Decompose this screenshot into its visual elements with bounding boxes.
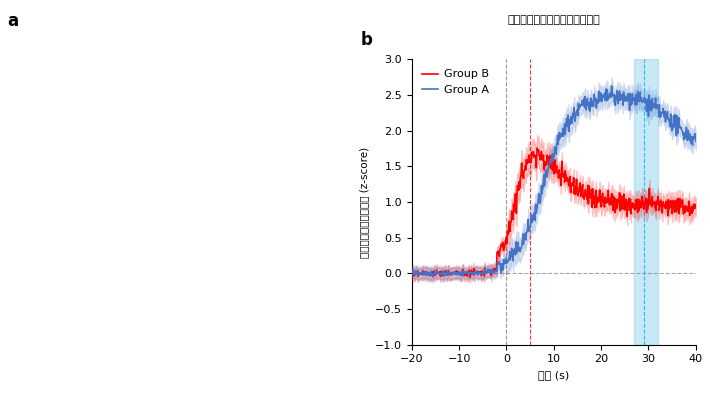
Group A — [607, 84, 616, 88]
Bar — [634, 59, 658, 345]
Group A — [684, 136, 692, 141]
Group B — [466, 275, 474, 280]
Group B — [635, 208, 643, 213]
Group A — [674, 131, 682, 136]
X-axis label: 時間 (s): 時間 (s) — [538, 370, 569, 380]
Group A — [429, 274, 437, 279]
Group B — [461, 272, 469, 276]
Y-axis label: 神経活動強度の平均値 (z-score): 神経活動強度の平均値 (z-score) — [359, 147, 369, 257]
Group B — [674, 196, 682, 201]
Line: Group B: Group B — [412, 148, 696, 277]
Text: 水分摂取および塩分摂取の開始: 水分摂取および塩分摂取の開始 — [508, 15, 600, 25]
Group B — [533, 146, 542, 150]
Group B — [684, 206, 692, 211]
Legend: Group B, Group A: Group B, Group A — [417, 65, 493, 99]
Group A — [692, 139, 700, 144]
Group B — [502, 239, 510, 244]
Group B — [425, 274, 434, 278]
Text: a: a — [7, 12, 18, 30]
Group A — [425, 273, 434, 278]
Group B — [692, 204, 700, 209]
Group A — [502, 255, 510, 260]
Line: Group A: Group A — [412, 86, 696, 277]
Text: b: b — [361, 31, 373, 49]
Group B — [408, 273, 416, 278]
Group A — [635, 99, 643, 103]
Group A — [408, 272, 416, 276]
Group A — [461, 270, 469, 275]
